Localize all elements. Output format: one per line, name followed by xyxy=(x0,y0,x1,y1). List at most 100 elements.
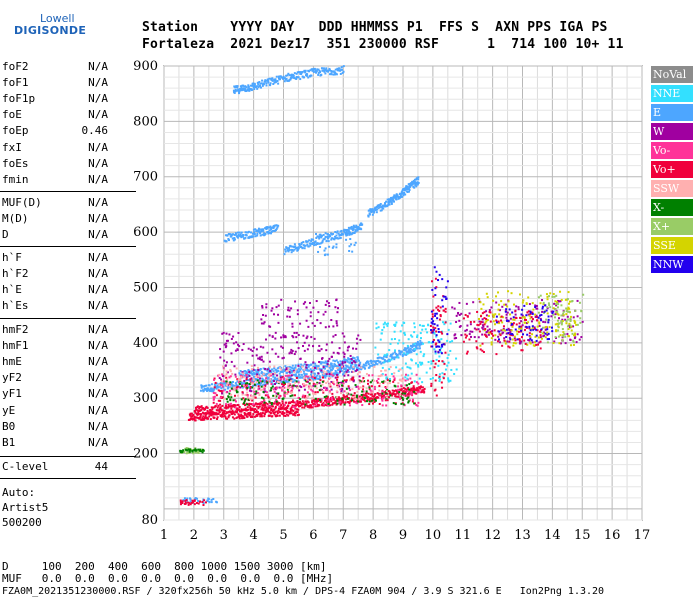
echo-point xyxy=(320,241,323,244)
echo-point xyxy=(271,77,274,80)
echo-point xyxy=(434,287,437,290)
echo-point xyxy=(317,349,320,352)
echo-point xyxy=(274,383,277,386)
echo-point xyxy=(254,411,257,414)
echo-point xyxy=(308,369,311,372)
echo-point xyxy=(381,373,384,376)
echo-point xyxy=(486,296,489,299)
echo-point xyxy=(551,330,554,333)
echo-point xyxy=(342,399,345,402)
echo-point xyxy=(550,315,553,318)
echo-point xyxy=(462,317,465,320)
echo-point xyxy=(442,309,445,312)
echo-point xyxy=(258,384,261,387)
echo-point xyxy=(410,358,413,361)
echo-point xyxy=(310,68,313,71)
echo-point xyxy=(523,339,526,342)
echo-point xyxy=(295,375,298,378)
echo-point xyxy=(435,358,438,361)
echo-point xyxy=(481,326,484,329)
echo-point xyxy=(284,374,287,377)
echo-point xyxy=(258,378,261,381)
echo-point xyxy=(228,410,231,413)
echo-point xyxy=(541,310,544,313)
echo-point xyxy=(322,233,325,236)
echo-point xyxy=(183,450,186,453)
echo-point xyxy=(233,365,236,368)
echo-point xyxy=(266,403,269,406)
echo-point xyxy=(325,395,328,398)
echo-point xyxy=(570,344,573,347)
echo-point xyxy=(296,375,299,378)
echo-point xyxy=(546,295,549,298)
echo-point xyxy=(398,349,401,352)
echo-point xyxy=(316,68,319,71)
echo-point xyxy=(184,448,187,451)
echo-point xyxy=(297,380,300,383)
echo-point xyxy=(264,402,267,405)
echo-point xyxy=(367,361,370,364)
echo-point xyxy=(389,342,392,345)
echo-point xyxy=(225,417,228,420)
echo-point xyxy=(345,370,348,373)
echo-point xyxy=(529,342,532,345)
echo-point xyxy=(342,401,345,404)
echo-point xyxy=(415,373,418,376)
echo-point xyxy=(523,317,526,320)
echo-point xyxy=(266,78,269,81)
echo-point xyxy=(237,381,240,384)
echo-point xyxy=(226,400,229,403)
echo-point xyxy=(341,332,344,335)
echo-point xyxy=(425,371,428,374)
echo-point xyxy=(402,187,405,190)
echo-point xyxy=(379,393,382,396)
echo-point xyxy=(322,366,325,369)
echo-point xyxy=(258,81,261,84)
echo-point xyxy=(361,390,364,393)
echo-point xyxy=(330,388,333,391)
echo-point xyxy=(234,404,237,407)
echo-point xyxy=(256,87,259,90)
echo-point xyxy=(292,373,295,376)
echo-point xyxy=(431,377,434,380)
echo-point xyxy=(535,339,538,342)
echo-point xyxy=(285,370,288,373)
echo-point xyxy=(294,414,297,417)
echo-point xyxy=(539,336,542,339)
echo-point xyxy=(335,371,338,374)
echo-point xyxy=(257,83,260,86)
echo-point xyxy=(511,323,514,326)
echo-point xyxy=(244,236,247,239)
echo-point xyxy=(385,387,388,390)
echo-point xyxy=(497,291,500,294)
echo-point xyxy=(316,383,319,386)
echo-point xyxy=(287,382,290,385)
echo-point xyxy=(293,246,296,249)
echo-point xyxy=(540,331,543,334)
echo-point xyxy=(560,298,563,301)
echo-point xyxy=(251,235,254,238)
echo-point xyxy=(268,365,271,368)
echo-point xyxy=(336,378,339,381)
echo-point xyxy=(283,412,286,415)
echo-point xyxy=(308,406,311,409)
echo-point xyxy=(303,378,306,381)
echo-point xyxy=(224,412,227,415)
param-label-fof1p: foF1p xyxy=(2,92,36,106)
echo-point xyxy=(272,370,275,373)
echo-point xyxy=(361,379,364,382)
echo-point xyxy=(285,413,288,416)
cluster-vo-5 xyxy=(212,376,417,406)
echo-point xyxy=(435,306,438,309)
echo-point xyxy=(404,379,407,382)
echo-point xyxy=(529,317,532,320)
echo-point xyxy=(539,317,542,320)
echo-point xyxy=(313,242,316,245)
echo-point xyxy=(438,309,441,312)
echo-point xyxy=(356,229,359,232)
echo-point xyxy=(220,378,223,381)
echo-point xyxy=(344,361,347,364)
echo-point xyxy=(480,320,483,323)
echo-point xyxy=(282,336,285,339)
echo-point xyxy=(209,411,212,414)
